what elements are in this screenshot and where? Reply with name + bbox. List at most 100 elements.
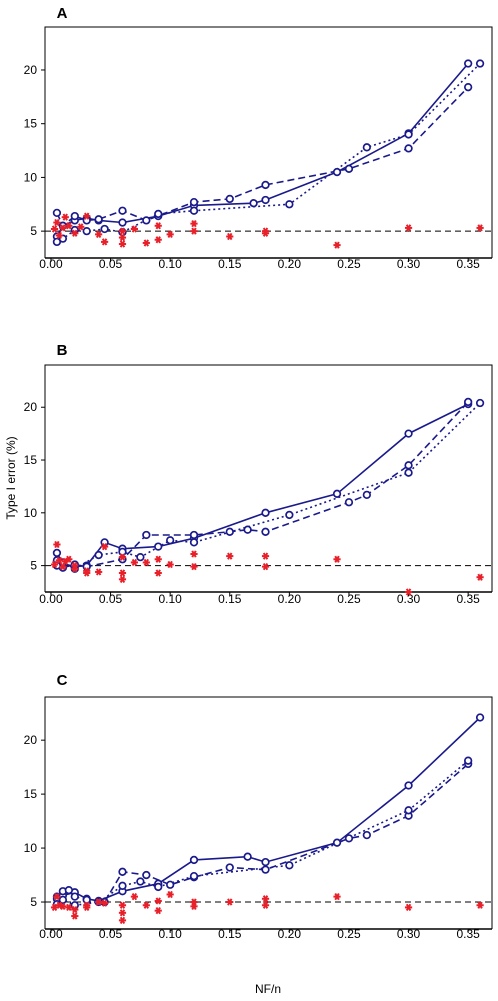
- data-point-star: [333, 555, 341, 563]
- x-tick-label: 0.05: [99, 257, 123, 271]
- panel-letter: C: [57, 672, 68, 689]
- data-point-star: [226, 898, 234, 906]
- y-tick-label: 20: [24, 400, 38, 414]
- data-point-circle: [154, 542, 163, 551]
- data-point-star: [190, 227, 198, 235]
- x-tick-label: 0.05: [99, 927, 123, 941]
- data-point-circle: [82, 895, 91, 905]
- data-point-star: [118, 916, 127, 924]
- data-point-circle: [166, 880, 175, 889]
- data-point-circle: [94, 550, 103, 560]
- data-point-circle: [464, 756, 473, 765]
- series-line-dashed: [56, 401, 469, 569]
- data-point-circle: [52, 548, 62, 558]
- x-tick-label: 0.20: [278, 257, 302, 271]
- data-point-circle: [404, 468, 413, 477]
- panel-c: C 5 10 15 20 0.00 0.05 0.10 0.15 0.20 0.25 0.30 0.35: [24, 672, 493, 941]
- data-point-circle: [464, 83, 473, 92]
- data-point-circle: [225, 527, 234, 536]
- data-point-star: [71, 912, 79, 920]
- data-point-star: [404, 588, 413, 596]
- data-point-circle: [142, 530, 151, 540]
- series-line-dashed: [56, 86, 469, 228]
- y-tick-label: 15: [24, 453, 38, 467]
- data-point-circle: [249, 199, 258, 208]
- data-point-star: [142, 239, 150, 247]
- data-point-star: [71, 561, 79, 570]
- data-point-star: [65, 903, 73, 912]
- data-point-star: [261, 227, 270, 235]
- data-point-star: [261, 895, 270, 903]
- data-point-circle: [285, 200, 294, 209]
- data-point-circle: [475, 59, 485, 68]
- data-point-star: [83, 569, 91, 577]
- data-point-circle: [362, 490, 371, 500]
- data-point-circle: [142, 870, 151, 880]
- data-point-star: [118, 909, 127, 917]
- data-point-star: [261, 563, 270, 571]
- data-point-star: [71, 229, 79, 237]
- data-point-star: [130, 893, 138, 901]
- x-tick-label: 0.15: [218, 257, 242, 271]
- data-point-star: [476, 901, 484, 909]
- data-point-star: [55, 556, 63, 564]
- panel-letter: A: [57, 5, 68, 22]
- data-point-star: [404, 903, 413, 912]
- x-tick-label: 0.10: [158, 927, 182, 941]
- x-tick-label: 0.25: [337, 927, 361, 941]
- data-point-star: [404, 224, 413, 232]
- data-point-circle: [64, 886, 73, 895]
- data-point-star: [53, 540, 61, 549]
- y-tick-label: 5: [30, 895, 37, 909]
- y-axis-label: Type I error (%): [4, 436, 18, 519]
- data-point-star: [101, 899, 109, 907]
- x-tick-label: 0.15: [218, 927, 242, 941]
- data-point-circle: [82, 226, 91, 236]
- data-point-star: [154, 897, 162, 905]
- x-tick-label: 0.35: [456, 592, 480, 606]
- data-point-circle: [118, 218, 127, 227]
- x-tick-label: 0.10: [158, 592, 182, 606]
- y-tick-label: 10: [24, 841, 38, 855]
- data-point-star: [65, 222, 73, 230]
- data-point-star: [118, 233, 127, 242]
- plot-frame: [44, 364, 493, 592]
- data-point-star: [261, 901, 270, 909]
- x-tick-label: 0.00: [39, 927, 63, 941]
- data-point-circle: [404, 144, 413, 153]
- data-point-star: [333, 893, 341, 901]
- data-point-circle: [362, 830, 371, 840]
- data-point-star: [476, 224, 484, 232]
- data-point-circle: [261, 527, 270, 536]
- y-tick-label: 10: [24, 170, 38, 184]
- x-tick-label: 0.20: [278, 592, 302, 606]
- x-tick-label: 0.10: [158, 257, 182, 271]
- data-point-circle: [52, 237, 62, 247]
- data-point-circle: [118, 206, 127, 215]
- data-point-star: [130, 558, 138, 567]
- data-point-star: [118, 553, 127, 561]
- data-point-star: [95, 230, 103, 238]
- data-point-star: [59, 224, 67, 232]
- data-point-circle: [332, 167, 342, 177]
- plot-frame: [44, 696, 493, 929]
- data-point-circle: [189, 206, 199, 215]
- y-tick-label: 20: [24, 733, 38, 747]
- data-point-circle: [285, 861, 294, 870]
- data-point-star: [83, 901, 91, 909]
- data-point-star: [101, 542, 109, 551]
- x-tick-label: 0.30: [397, 257, 421, 271]
- data-point-star: [71, 905, 79, 914]
- plot-frame: [44, 26, 493, 258]
- data-point-star: [118, 240, 127, 248]
- data-point-star: [333, 241, 341, 249]
- data-point-star: [142, 901, 150, 909]
- panel-b: B 5 10 15 20 0.00 0.05 0.10 0.15 0.20 0.25 0.30 0.35: [24, 342, 493, 606]
- data-point-star: [130, 225, 138, 233]
- data-point-circle: [404, 461, 413, 470]
- data-point-circle: [118, 881, 127, 890]
- data-point-star: [118, 901, 127, 909]
- x-tick-label: 0.35: [456, 927, 480, 941]
- y-tick-label: 5: [30, 559, 37, 573]
- data-point-star: [95, 898, 103, 906]
